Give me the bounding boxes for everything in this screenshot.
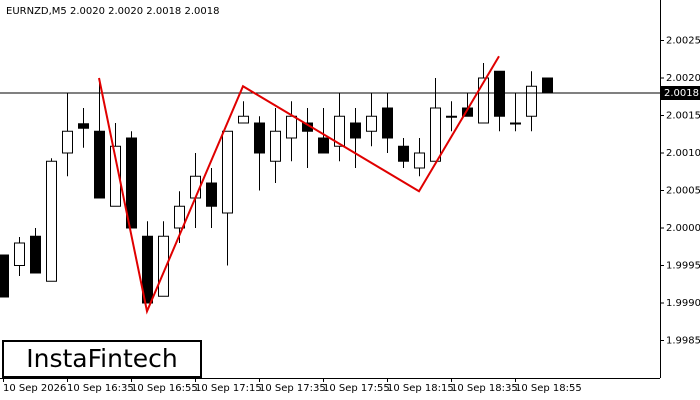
chart-title: EURNZD,M5 2.0020 2.0020 2.0018 2.0018 [6,6,219,17]
candle-body [414,152,425,169]
candle-body [350,122,361,139]
y-tick-label: 1.9995 [666,261,700,272]
candle-body [30,235,41,274]
x-tick-label: 10 Sep 17:55 [323,383,390,394]
y-tick-label: 2.0025 [666,36,700,47]
current-price-box [661,86,700,100]
x-tick-label: 10 Sep 16:35 [67,383,134,394]
candle-body [110,145,121,207]
x-tick-label: 10 Sep 17:15 [195,383,262,394]
candle-body [158,235,169,297]
y-tick-label: 1.9990 [666,298,700,309]
candle-body [334,115,345,147]
candle-body [478,77,489,124]
candle-body [542,77,553,94]
candle-body [222,130,233,214]
y-tick-label: 2.0020 [666,73,700,84]
candle-body [382,107,393,139]
x-tick-label: 10 Sep 16:55 [131,383,198,394]
logo-text: InstaFintech [26,344,178,373]
candle-body [398,145,409,162]
x-tick-label: 10 Sep 18:55 [515,383,582,394]
x-tick-label: 10 Sep 18:15 [387,383,454,394]
candle-body [318,137,329,154]
candle-body [366,115,377,132]
candle-body [526,85,537,117]
x-tick-label: 10 Sep 17:35 [259,383,326,394]
candle-body [126,137,137,229]
y-tick-label: 2.0010 [666,148,700,159]
current-price-label: 2.0018 [664,88,699,99]
candle-body [94,130,105,199]
y-tick-label: 2.0015 [666,111,700,122]
candle-body [430,107,441,162]
y-tick-label: 2.0005 [666,186,700,197]
y-tick-label: 2.0000 [666,223,700,234]
candle-body [286,115,297,139]
candle-body [0,254,9,298]
candle-body [78,123,89,129]
y-tick-label: 1.9985 [666,336,700,347]
candle-body [510,122,521,125]
candle-body [254,122,265,154]
x-tick-label: 10 Sep 18:35 [451,383,518,394]
candle-body [206,182,217,207]
x-tick-label: 10 Sep 2026 [3,383,66,394]
candle-body [62,130,73,154]
candle-body [270,130,281,162]
candle-body [46,160,57,282]
candle-body [14,242,25,266]
candle-body [446,115,457,118]
candle-body [238,115,249,124]
candle-body [142,235,153,304]
logo-box [2,340,202,378]
pattern-line [98,55,500,315]
candle-body [174,205,185,229]
candle-body [494,70,505,117]
